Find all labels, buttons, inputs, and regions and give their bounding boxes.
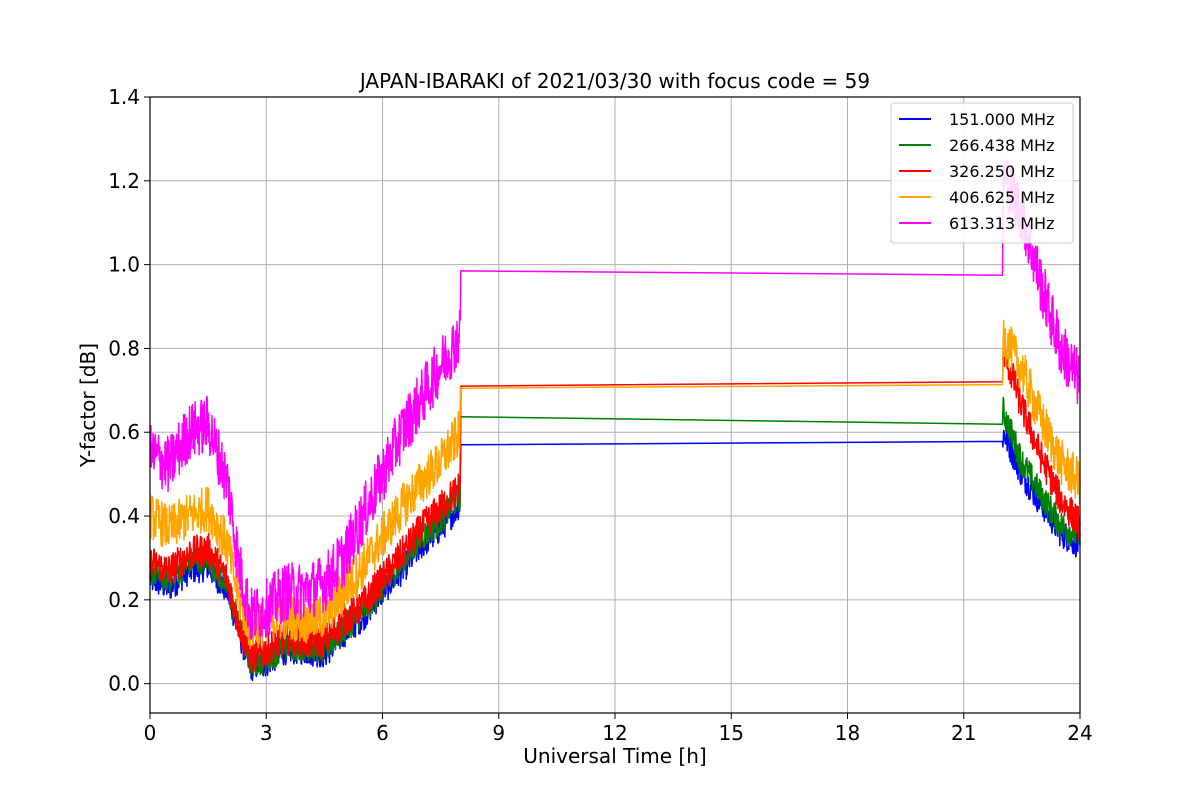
legend-entry: 613.313 MHz	[949, 214, 1054, 233]
legend: 151.000 MHz 266.438 MHz 326.250 MHz 406.625…	[890, 102, 1074, 244]
x-tick-label: 6	[376, 721, 389, 745]
x-ticks: 0 3 6 9 12 15 18 21 24	[144, 713, 1093, 745]
y-tick-label: 1.0	[108, 253, 140, 277]
x-tick-label: 15	[719, 721, 744, 745]
x-tick-label: 0	[144, 721, 157, 745]
x-tick-label: 21	[951, 721, 976, 745]
series-line	[149, 336, 1081, 673]
x-tick-label: 24	[1067, 721, 1092, 745]
y-tick-label: 1.2	[108, 169, 140, 193]
x-tick-label: 3	[260, 721, 273, 745]
y-tick-label: 0.8	[108, 336, 140, 360]
y-tick-label: 0.4	[108, 504, 140, 528]
y-tick-label: 0.2	[108, 588, 140, 612]
legend-entry: 406.625 MHz	[949, 188, 1054, 207]
legend-entry: 151.000 MHz	[949, 110, 1054, 129]
y-tick-label: 0.6	[108, 420, 140, 444]
chart-title: JAPAN-IBARAKI of 2021/03/30 with focus c…	[358, 69, 870, 93]
series-line	[149, 319, 1081, 650]
y-axis-label: Y-factor [dB]	[76, 343, 100, 468]
y-tick-label: 0.0	[108, 672, 140, 696]
legend-entry: 266.438 MHz	[949, 136, 1054, 155]
x-tick-label: 9	[492, 721, 505, 745]
y-tick-label: 1.4	[108, 85, 140, 109]
legend-box	[890, 102, 1074, 244]
x-tick-label: 12	[602, 721, 627, 745]
legend-entry: 326.250 MHz	[949, 162, 1054, 181]
x-tick-label: 18	[835, 721, 860, 745]
y-ticks: 0.0 0.2 0.4 0.6 0.8 1.0 1.2 1.4	[108, 85, 150, 696]
x-axis-label: Universal Time [h]	[523, 744, 706, 768]
